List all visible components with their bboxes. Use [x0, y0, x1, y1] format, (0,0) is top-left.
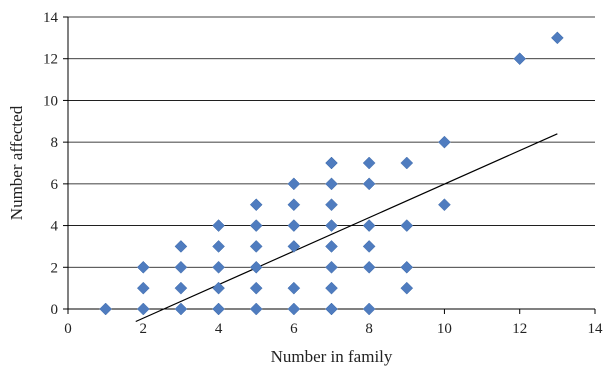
data-point-24: [287, 177, 301, 191]
data-point-6: [174, 260, 188, 274]
data-point-19: [287, 302, 301, 316]
data-point-15: [249, 260, 263, 274]
data-point-4: [174, 302, 188, 316]
data-point-45: [513, 52, 527, 66]
data-point-40: [400, 260, 414, 274]
data-point-30: [325, 198, 338, 212]
data-point-18: [249, 198, 263, 212]
data-point-12: [212, 219, 225, 232]
data-point-17: [249, 219, 263, 232]
y-tick-label-4: 4: [51, 219, 59, 235]
data-point-2: [136, 281, 150, 295]
data-point-35: [362, 240, 376, 253]
y-tick-label-6: 6: [51, 177, 59, 193]
x-tick-label-10: 10: [437, 321, 452, 337]
data-point-33: [362, 302, 376, 316]
data-point-22: [287, 219, 301, 232]
data-point-43: [438, 198, 451, 212]
x-tick-label-12: 12: [512, 321, 527, 337]
data-point-31: [325, 177, 338, 191]
data-point-27: [325, 260, 338, 274]
data-point-39: [400, 281, 414, 295]
y-tick-label-2: 2: [51, 260, 59, 276]
data-point-3: [136, 260, 150, 274]
trendline-group: [135, 133, 558, 323]
data-point-8: [212, 302, 225, 316]
data-point-37: [362, 177, 376, 191]
x-tick-label-8: 8: [365, 321, 373, 337]
tick-labels: 0 2 4 6 8 10 12 14 0 2 4 6 8 10 12 14: [43, 10, 603, 337]
y-tick-label-12: 12: [43, 52, 58, 68]
data-point-5: [174, 281, 188, 295]
x-tick-label-2: 2: [140, 321, 148, 337]
y-tick-label-8: 8: [51, 135, 59, 151]
x-tick-label-6: 6: [290, 321, 298, 337]
data-point-7: [174, 240, 188, 253]
data-point-42: [400, 156, 414, 170]
data-point-26: [325, 281, 338, 295]
y-axis-label: Number affected: [7, 105, 26, 220]
data-point-28: [325, 240, 338, 253]
x-tick-label-0: 0: [64, 321, 72, 337]
data-point-44: [438, 135, 451, 149]
data-point-14: [249, 281, 263, 295]
data-point-32: [325, 156, 338, 170]
data-point-21: [287, 240, 301, 253]
trendline: [135, 133, 558, 323]
data-point-9: [212, 281, 225, 295]
x-tick-label-4: 4: [215, 321, 223, 337]
data-point-36: [362, 219, 376, 232]
data-point-11: [212, 240, 225, 253]
data-point-1: [136, 302, 150, 316]
data-point-23: [287, 198, 301, 212]
data-point-46: [551, 31, 564, 45]
data-point-13: [249, 302, 263, 316]
y-tick-label-14: 14: [43, 10, 59, 26]
data-point-34: [362, 260, 376, 274]
data-point-38: [362, 156, 376, 170]
data-point-41: [400, 219, 414, 232]
y-tick-label-10: 10: [43, 93, 58, 109]
y-tick-label-0: 0: [51, 302, 59, 318]
data-point-29: [325, 219, 338, 232]
data-point-20: [287, 281, 301, 295]
data-point-10: [212, 260, 225, 274]
x-axis-label: Number in family: [271, 347, 393, 366]
x-tick-label-14: 14: [588, 321, 603, 337]
data-points: [99, 31, 564, 316]
data-point-0: [99, 302, 112, 316]
data-point-25: [325, 302, 338, 316]
data-point-16: [249, 240, 263, 253]
